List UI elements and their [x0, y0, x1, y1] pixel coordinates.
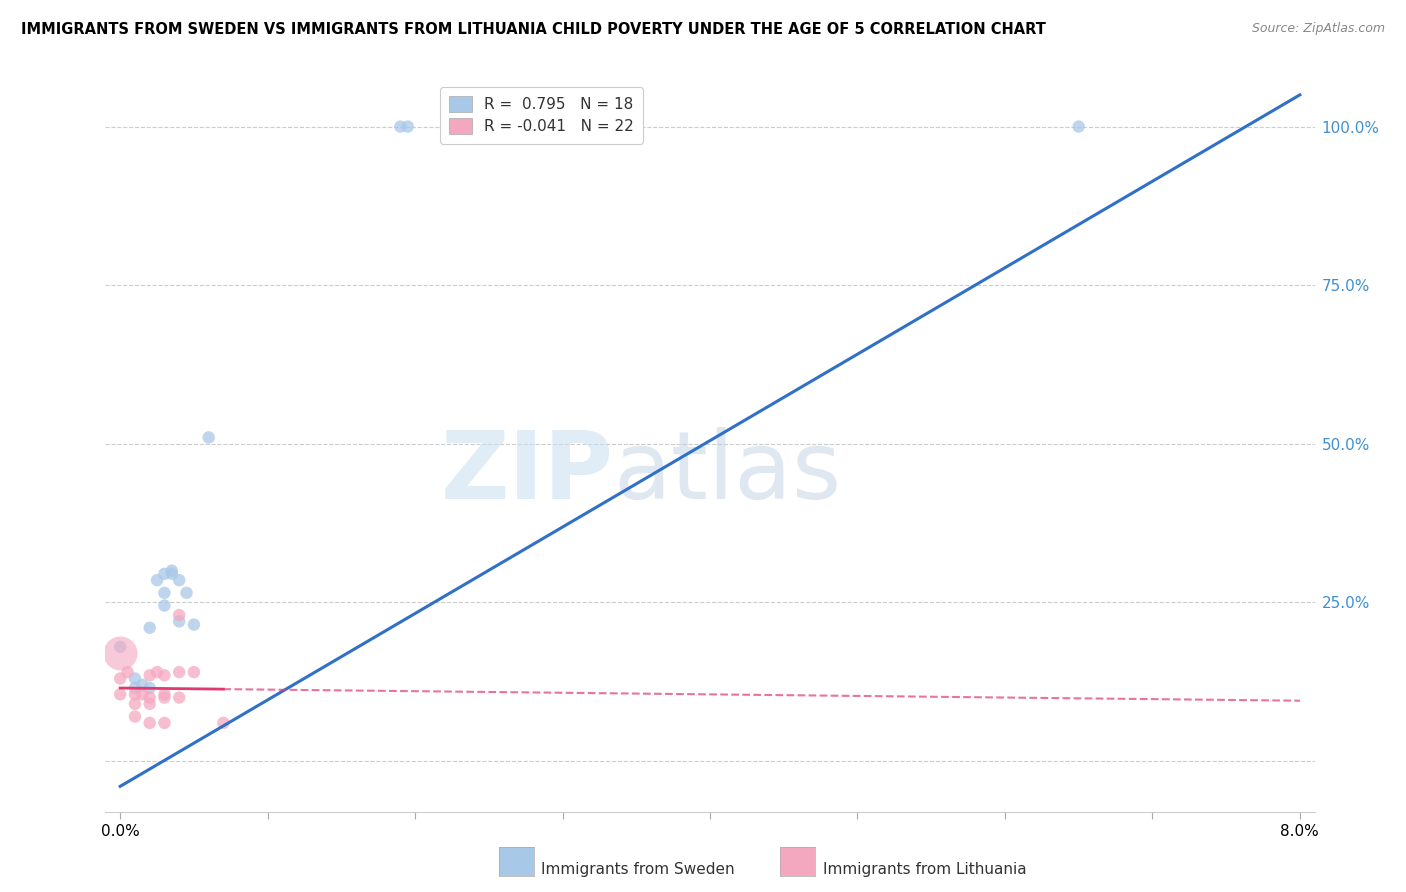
Legend: R =  0.795   N = 18, R = -0.041   N = 22: R = 0.795 N = 18, R = -0.041 N = 22 [440, 87, 643, 144]
Point [138, 681, 160, 695]
Point [167, 690, 190, 705]
Point [131, 678, 153, 692]
Point [176, 586, 198, 600]
Point [167, 665, 190, 680]
Point [138, 697, 160, 711]
Text: Immigrants from Lithuania: Immigrants from Lithuania [823, 863, 1026, 877]
Point [197, 430, 219, 444]
Point [167, 608, 190, 623]
Point [1067, 120, 1090, 134]
Point [396, 120, 419, 134]
Point [160, 566, 183, 581]
Text: atlas: atlas [613, 427, 842, 519]
Text: IMMIGRANTS FROM SWEDEN VS IMMIGRANTS FROM LITHUANIA CHILD POVERTY UNDER THE AGE : IMMIGRANTS FROM SWEDEN VS IMMIGRANTS FRO… [21, 22, 1046, 37]
Point [153, 599, 176, 613]
Text: Immigrants from Sweden: Immigrants from Sweden [541, 863, 735, 877]
Point [108, 646, 131, 660]
Point [160, 564, 183, 578]
Point [108, 672, 131, 686]
Point [138, 715, 160, 730]
Point [131, 687, 153, 701]
Point [124, 681, 146, 695]
Point [212, 715, 235, 730]
Point [153, 687, 176, 701]
Point [183, 665, 205, 680]
Point [124, 697, 146, 711]
Point [124, 687, 146, 701]
Point [138, 668, 160, 682]
Text: ZIP: ZIP [440, 427, 613, 519]
Point [167, 615, 190, 629]
Point [183, 617, 205, 632]
Point [146, 573, 169, 587]
Point [108, 640, 131, 654]
Point [117, 665, 139, 680]
Point [153, 668, 176, 682]
Text: Source: ZipAtlas.com: Source: ZipAtlas.com [1251, 22, 1385, 36]
Point [153, 690, 176, 705]
Point [389, 120, 412, 134]
Point [138, 690, 160, 705]
Point [138, 621, 160, 635]
Point [108, 687, 131, 701]
Point [153, 586, 176, 600]
Point [124, 709, 146, 723]
Point [167, 573, 190, 587]
Point [153, 715, 176, 730]
Point [124, 672, 146, 686]
Point [146, 665, 169, 680]
Point [153, 566, 176, 581]
